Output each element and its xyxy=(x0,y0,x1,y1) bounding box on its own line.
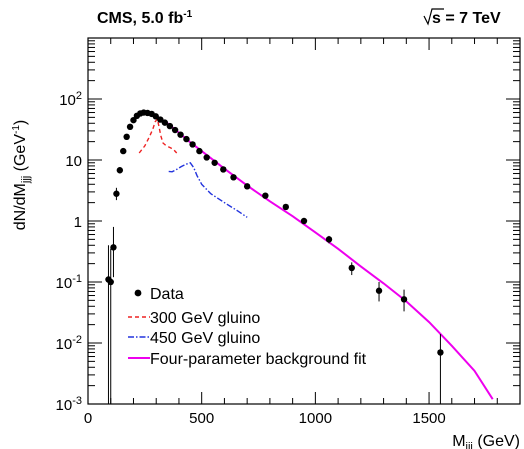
data-point xyxy=(300,217,308,225)
data-point xyxy=(171,126,179,134)
legend-label: Data xyxy=(150,286,184,303)
data-point xyxy=(211,159,218,166)
data-point xyxy=(220,166,227,173)
data-point xyxy=(348,264,355,272)
data-point xyxy=(161,119,169,126)
data-point xyxy=(230,174,237,181)
y-axis-label: dN/dMjjj (GeV-1) xyxy=(11,120,32,231)
legend-label: 450 GeV gluino xyxy=(150,330,260,347)
data-point xyxy=(157,116,164,123)
chart-header-left: CMS, 5.0 fb-1 xyxy=(97,9,193,27)
data-point xyxy=(243,183,251,190)
data-point xyxy=(183,135,190,143)
data-point xyxy=(126,123,134,131)
data-point xyxy=(189,141,196,148)
data-point xyxy=(110,244,117,251)
legend: Data 300 GeV gluino 450 GeV gluino Four-par… xyxy=(128,286,367,368)
legend-label: 300 GeV gluino xyxy=(150,310,260,327)
y-tick-label: 10 xyxy=(65,153,82,170)
signal-curve xyxy=(168,161,248,218)
axis-ticks xyxy=(87,38,521,405)
x-tick-label: 1000 xyxy=(299,410,332,427)
y-tick-label: 10-1 xyxy=(56,273,82,292)
data-point xyxy=(282,203,290,211)
x-tick-label: 1500 xyxy=(412,410,445,427)
x-tick-label: 0 xyxy=(84,410,92,427)
data-point xyxy=(120,147,127,155)
x-axis-label: Mjjj (GeV) xyxy=(452,433,520,449)
data-point xyxy=(400,296,408,303)
data-point xyxy=(107,278,114,286)
y-tick-label: 1 xyxy=(74,214,82,231)
data-point xyxy=(152,113,159,120)
y-tick-label: 102 xyxy=(59,90,82,109)
tick-labels: 0 500 1000 1500 10-3 10-2 10-1 1 10 102 xyxy=(56,90,446,427)
svg-text:s = 7 TeV: s = 7 TeV xyxy=(432,10,501,27)
series-layer xyxy=(105,109,494,404)
data-point xyxy=(130,116,137,124)
data-point xyxy=(325,236,333,243)
data-point xyxy=(166,122,174,130)
x-tick-label: 500 xyxy=(189,410,214,427)
data-point xyxy=(196,147,203,155)
data-point xyxy=(116,167,124,174)
data-point xyxy=(123,133,130,141)
data-point xyxy=(203,154,210,161)
legend-label: Four-parameter background fit xyxy=(150,351,367,368)
signal-curve xyxy=(138,117,178,154)
data-point xyxy=(177,131,184,138)
y-tick-label: 10-2 xyxy=(56,334,82,353)
data-point xyxy=(375,287,383,294)
legend-marker-data xyxy=(134,289,142,297)
data-point xyxy=(113,190,120,197)
chart-header-right: s = 7 TeV xyxy=(423,8,501,27)
data-point xyxy=(262,192,269,199)
y-tick-label: 10-3 xyxy=(56,395,82,414)
data-point xyxy=(437,349,444,356)
